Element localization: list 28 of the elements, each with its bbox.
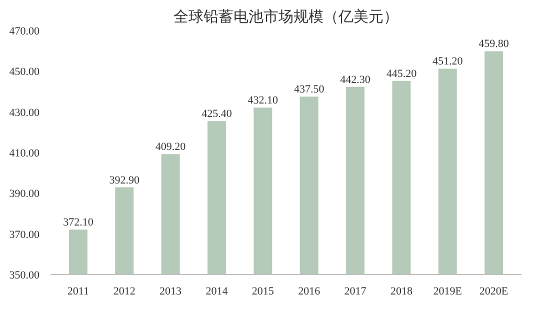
y-tick-label: 370.00: [9, 228, 40, 241]
data-label: 409.20: [155, 141, 186, 154]
x-tick-label: 2018: [390, 286, 413, 298]
x-tick-label: 2011: [67, 286, 90, 298]
data-label: 451.20: [432, 56, 464, 68]
y-tick-label: 470.00: [9, 26, 40, 38]
x-tick-label: 2014: [206, 286, 228, 298]
data-label: 372.10: [63, 216, 94, 229]
data-label: 392.90: [109, 174, 140, 186]
data-label: 442.30: [340, 74, 371, 86]
y-tick-label: 450.00: [9, 66, 40, 78]
x-tick-label: 2016: [298, 286, 321, 298]
data-label: 445.20: [386, 68, 418, 80]
y-tick-label: 390.00: [9, 188, 40, 200]
x-tick-label: 2015: [252, 286, 274, 298]
data-label: 432.10: [248, 94, 279, 107]
y-tick-label: 430.00: [9, 106, 40, 119]
x-tick-label: 2019E: [433, 286, 462, 298]
y-tick-label: 350.00: [9, 270, 40, 282]
x-tick-label: 2020E: [479, 286, 508, 298]
data-label: 459.80: [478, 38, 510, 50]
data-label: 437.50: [294, 84, 325, 96]
x-tick-label: 2012: [113, 286, 136, 298]
x-tick-label: 2013: [160, 286, 182, 298]
data-label: 425.40: [202, 108, 232, 120]
chart-title: 全球铅蓄电池市场规模（亿美元）: [174, 8, 398, 26]
x-tick-label: 2017: [344, 286, 367, 298]
y-tick-label: 410.00: [9, 148, 40, 160]
